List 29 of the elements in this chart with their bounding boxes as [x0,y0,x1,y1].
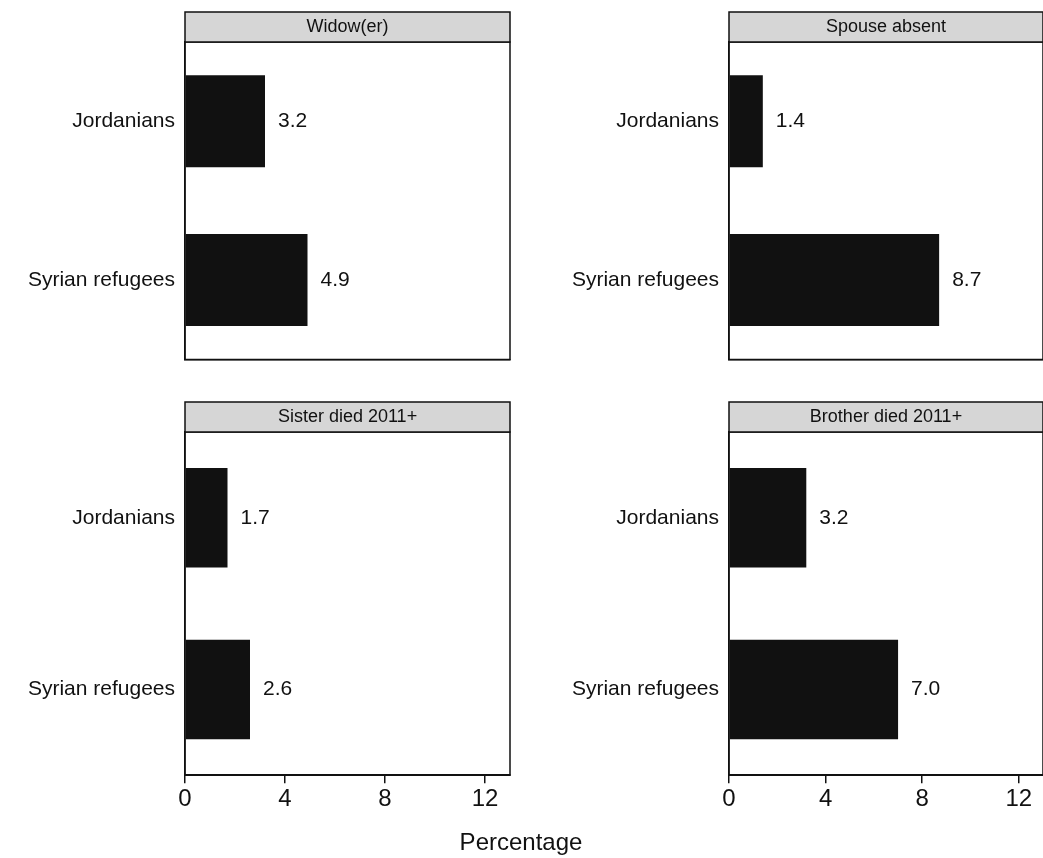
chart-title: Spouse absent [825,15,947,36]
x-tick-label: 8 [915,784,929,812]
x-tick-label: 4 [278,784,292,812]
data-label: 1.4 [775,108,806,132]
x-tick-label: 4 [818,784,833,812]
data-label: 3.2 [278,108,308,132]
y-tick-label: Jordanians [616,108,719,132]
y-tick-label: Syrian refugees [571,676,719,700]
data-label: 3.2 [819,504,849,528]
data-label: 1.7 [240,504,270,528]
data-label: 2.6 [263,676,293,700]
chart-title: Brother died 2011+ [809,405,963,426]
x-tick-label: 8 [378,784,392,812]
chart-title: Widow(er) [306,15,389,36]
y-tick-label: Syrian refugees [27,676,175,700]
x-tick-label: 12 [1005,784,1033,812]
data-label: 8.7 [952,266,982,290]
data-label: 7.0 [911,676,941,700]
x-tick-label: 0 [722,784,736,812]
y-tick-label: Syrian refugees [27,266,175,290]
x-tick-label: 0 [178,784,192,812]
chart-title: Sister died 2011+ [277,405,418,426]
y-tick-label: Jordanians [72,108,175,132]
x-tick-label: 12 [471,784,499,812]
y-tick-label: Syrian refugees [571,266,719,290]
x-axis-title: Percentage [459,828,583,856]
y-tick-label: Jordanians [616,504,719,528]
y-tick-label: Jordanians [72,504,175,528]
data-label: 4.9 [320,266,350,290]
